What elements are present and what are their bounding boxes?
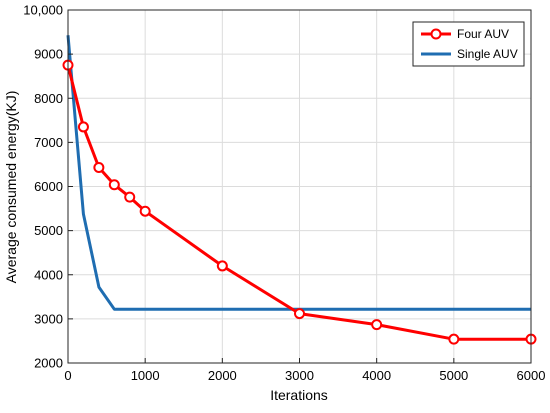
data-point-four-auv	[124, 191, 136, 203]
x-tick-label: 4000	[362, 368, 391, 383]
series-layer	[62, 35, 537, 345]
y-tick-label: 6000	[34, 179, 63, 194]
data-point-four-auv	[448, 333, 460, 345]
y-tick-label: 2000	[34, 356, 63, 371]
series-line-single-auv	[66, 35, 531, 311]
ticks: 0 1000 2000 3000 4000 5000 6000 2000 3000 4000 500…	[23, 3, 545, 384]
y-tick-label: 4000	[34, 267, 63, 282]
data-point-four-auv	[139, 205, 151, 217]
y-tick-label: 10,000	[23, 3, 63, 18]
y-tick-label: 7000	[34, 135, 63, 150]
y-tick-label: 3000	[34, 311, 63, 326]
x-tick-label: 6000	[517, 368, 546, 383]
data-point-four-auv	[93, 162, 105, 174]
x-tick-label: 2000	[208, 368, 237, 383]
legend-label-single-auv: Single AUV	[457, 47, 518, 61]
y-axis-label: Average consumed energy(KJ)	[3, 91, 19, 284]
x-tick-label: 0	[64, 368, 71, 383]
legend-marker-four-auv	[430, 28, 442, 40]
x-axis-label: Iterations	[270, 387, 328, 403]
y-tick-label: 9000	[34, 47, 63, 62]
legend-box	[412, 21, 525, 67]
data-point-four-auv	[371, 319, 383, 331]
y-tick-label: 5000	[34, 223, 63, 238]
data-point-four-auv	[294, 308, 305, 320]
data-point-four-auv	[216, 260, 228, 272]
data-point-four-auv	[108, 179, 120, 191]
grid	[67, 9, 532, 364]
legend-label-four-auv: Four AUV	[457, 27, 509, 41]
x-tick-label: 1000	[131, 368, 160, 383]
y-tick-label: 8000	[34, 91, 63, 106]
x-tick-label: 3000	[285, 368, 314, 383]
data-point-four-auv	[77, 121, 89, 133]
x-tick-label: 5000	[439, 368, 468, 383]
legend: Four AUV Single AUV	[412, 21, 525, 67]
